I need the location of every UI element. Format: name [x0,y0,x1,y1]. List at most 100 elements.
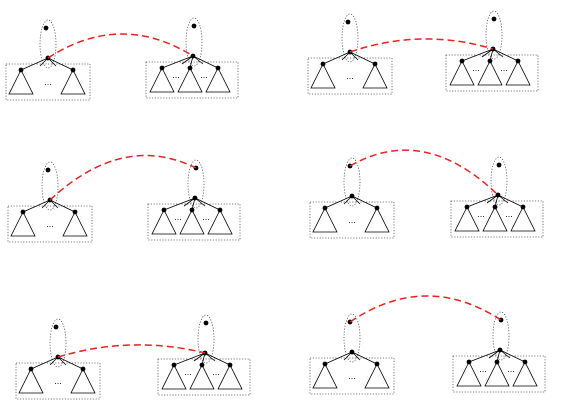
left-root-ellipse [49,318,67,368]
left-root-node [349,349,355,355]
right-child-node-1 [466,359,472,365]
right-subtree-triangle-1 [151,209,177,235]
left-edge-2 [351,195,378,209]
right-edge-1 [466,194,499,208]
left-edge-1 [324,351,353,365]
right-subtree-box [452,355,546,393]
left-edge-2 [349,51,376,65]
right-subtree-triangle-3 [217,364,243,390]
right-child-node-1 [161,207,167,213]
right-subtree-box [445,54,539,92]
left-subtree-triangle-1 [312,363,338,389]
left-subtree-triangle-1 [18,368,44,394]
left-edge-1 [30,356,59,370]
right-child-node-1 [459,58,465,64]
right-ellipsis-label-2: ... [200,71,208,80]
right-child-node-2 [199,362,205,368]
right-edge-3 [492,48,519,62]
left-child-node-1 [320,61,326,67]
right-child-node-2 [494,359,500,365]
right-subtree-triangle-1 [149,67,175,93]
left-edge-1 [20,57,49,71]
right-root-ellipse [485,10,503,60]
right-ellipsis-label-1: ... [472,64,480,73]
right-subtree-triangle-2 [189,364,215,390]
right-child-node-2 [492,204,498,210]
left-top-node [43,25,49,31]
left-ellipsis-label: ... [54,377,62,386]
right-root-ellipse [492,311,510,361]
left-subtree-triangle-1 [10,211,36,237]
left-subtree-box [5,63,91,101]
link-dashed-arc [57,344,206,358]
right-child-node-2 [187,65,193,71]
right-root-node [495,192,501,198]
right-ellipsis-label-1: ... [479,365,487,374]
link-dashed-arc [49,154,197,201]
right-ellipsis-label-1: ... [184,368,192,377]
right-subtree-triangle-3 [512,361,538,387]
right-root-node [192,195,198,201]
right-child-node-2 [189,207,195,213]
left-top-node [53,324,59,330]
right-child-node-3 [227,362,233,368]
right-edge-3 [204,352,231,366]
right-root-ellipse [185,17,203,67]
left-subtree-triangle-2 [362,63,388,89]
right-ellipsis-label-2: ... [500,64,508,73]
left-child-node-2 [80,366,86,372]
left-child-node-1 [28,366,34,372]
right-subtree-triangle-2 [179,209,205,235]
right-subtree-triangle-2 [477,60,503,86]
left-edge-1 [324,195,353,209]
left-child-node-2 [72,209,78,215]
right-ellipsis-label-2: ... [507,365,515,374]
link-dashed-arc [47,33,194,59]
left-top-node [45,167,51,173]
left-child-node-2 [374,361,380,367]
left-subtree-triangle-2 [60,69,86,95]
right-edge-3 [192,55,219,69]
link-dashed-arc [349,38,494,53]
left-edge-2 [57,356,84,370]
right-child-node-3 [522,359,528,365]
left-child-node-2 [372,61,378,67]
right-top-node [203,320,209,326]
left-subtree-triangle-2 [364,207,390,233]
left-child-node-1 [20,209,26,215]
right-child-node-1 [171,362,177,368]
left-subtree-triangle-1 [312,207,338,233]
right-root-ellipse [490,156,508,206]
right-subtree-triangle-2 [177,67,203,93]
left-root-node [349,193,355,199]
left-child-node-1 [18,67,24,73]
left-ellipsis-label: ... [44,78,52,87]
left-child-node-1 [322,361,328,367]
panel-1: ......... [5,17,239,101]
left-child-node-1 [322,205,328,211]
right-root-ellipse [187,159,205,209]
right-edge-1 [173,352,206,366]
right-edge-1 [161,55,194,69]
left-subtree-triangle-1 [310,63,336,89]
left-subtree-triangle-2 [62,211,88,237]
right-ellipsis-label-1: ... [174,213,182,222]
right-child-node-1 [464,204,470,210]
right-ellipsis-label-2: ... [212,368,220,377]
left-root-ellipse [343,157,361,207]
right-child-node-3 [520,204,526,210]
left-child-node-2 [374,205,380,211]
left-subtree-box [15,362,101,400]
left-root-ellipse [343,313,361,363]
right-child-node-1 [159,65,165,71]
left-ellipsis-label: ... [346,72,354,81]
right-subtree-triangle-3 [505,60,531,86]
link-dashed-arc [349,149,499,196]
link-dashed-arc [349,295,502,323]
left-ellipsis-label: ... [348,216,356,225]
right-subtree-triangle-3 [205,67,231,93]
right-top-node [191,23,197,29]
right-subtree-triangle-2 [482,206,508,232]
left-ellipsis-label: ... [348,372,356,381]
